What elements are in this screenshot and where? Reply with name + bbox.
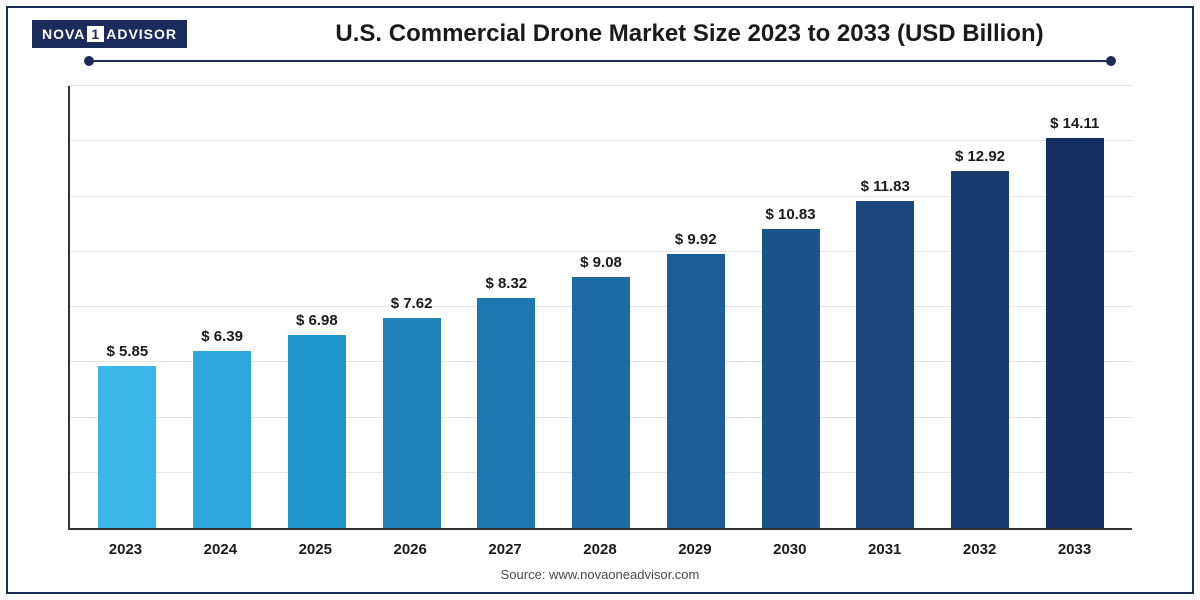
bar-value-label: $ 5.85 [107,343,149,360]
source-text: Source: www.novaoneadvisor.com [8,567,1192,582]
x-axis-label: 2023 [78,541,173,558]
bar-slot: $ 14.11 [1027,86,1122,528]
bars-container: $ 5.85 $ 6.39 $ 6.98 $ 7.62 $ 8.32 $ 9.08 $ 9.… [70,86,1132,528]
x-axis-label: 2027 [458,541,553,558]
logo: NOVA 1 ADVISOR [32,20,187,48]
x-axis-label: 2033 [1027,541,1122,558]
x-axis-labels: 2023202420252026202720282029203020312032… [68,541,1132,558]
bar-slot: $ 5.85 [80,86,175,528]
bar-value-label: $ 6.39 [201,328,243,345]
bar-slot: $ 11.83 [838,86,933,528]
bar-slot: $ 7.62 [364,86,459,528]
logo-part1: NOVA [42,26,85,42]
chart-frame: NOVA 1 ADVISOR U.S. Commercial Drone Mar… [6,6,1194,594]
bar-value-label: $ 10.83 [765,206,815,223]
bar [193,351,251,528]
bar [477,298,535,528]
plot-area: $ 5.85 $ 6.39 $ 6.98 $ 7.62 $ 8.32 $ 9.08 $ 9.… [68,86,1132,530]
header: NOVA 1 ADVISOR U.S. Commercial Drone Mar… [8,8,1192,52]
x-axis-label: 2028 [553,541,648,558]
logo-part3: ADVISOR [106,26,177,42]
bar [856,201,914,528]
x-axis-label: 2030 [742,541,837,558]
bar [572,277,630,528]
bar-value-label: $ 11.83 [861,178,910,195]
bar [762,229,820,528]
bar [383,318,441,529]
bar-value-label: $ 9.08 [580,254,622,271]
bar-slot: $ 12.92 [933,86,1028,528]
logo-part2: 1 [87,26,104,42]
bar [98,366,156,528]
bar-slot: $ 9.08 [554,86,649,528]
x-axis-label: 2024 [173,541,268,558]
bar-value-label: $ 14.11 [1050,115,1099,132]
bar [288,335,346,528]
bar-value-label: $ 6.98 [296,312,338,329]
bar-slot: $ 9.92 [648,86,743,528]
bar-slot: $ 8.32 [459,86,554,528]
divider-line [88,60,1112,62]
bar-value-label: $ 12.92 [955,148,1005,165]
bar-slot: $ 10.83 [743,86,838,528]
x-axis-label: 2029 [647,541,742,558]
bar-value-label: $ 7.62 [391,295,433,312]
bar-slot: $ 6.98 [269,86,364,528]
bar [1046,138,1104,528]
bar-value-label: $ 8.32 [485,275,527,292]
chart-title: U.S. Commercial Drone Market Size 2023 t… [211,20,1168,48]
x-axis-label: 2032 [932,541,1027,558]
x-axis-label: 2031 [837,541,932,558]
bar [951,171,1009,528]
x-axis-label: 2025 [268,541,363,558]
divider-dot-right [1106,56,1116,66]
bar-value-label: $ 9.92 [675,231,717,248]
bar [667,254,725,528]
title-divider [8,52,1192,70]
x-axis-label: 2026 [363,541,458,558]
bar-slot: $ 6.39 [175,86,270,528]
